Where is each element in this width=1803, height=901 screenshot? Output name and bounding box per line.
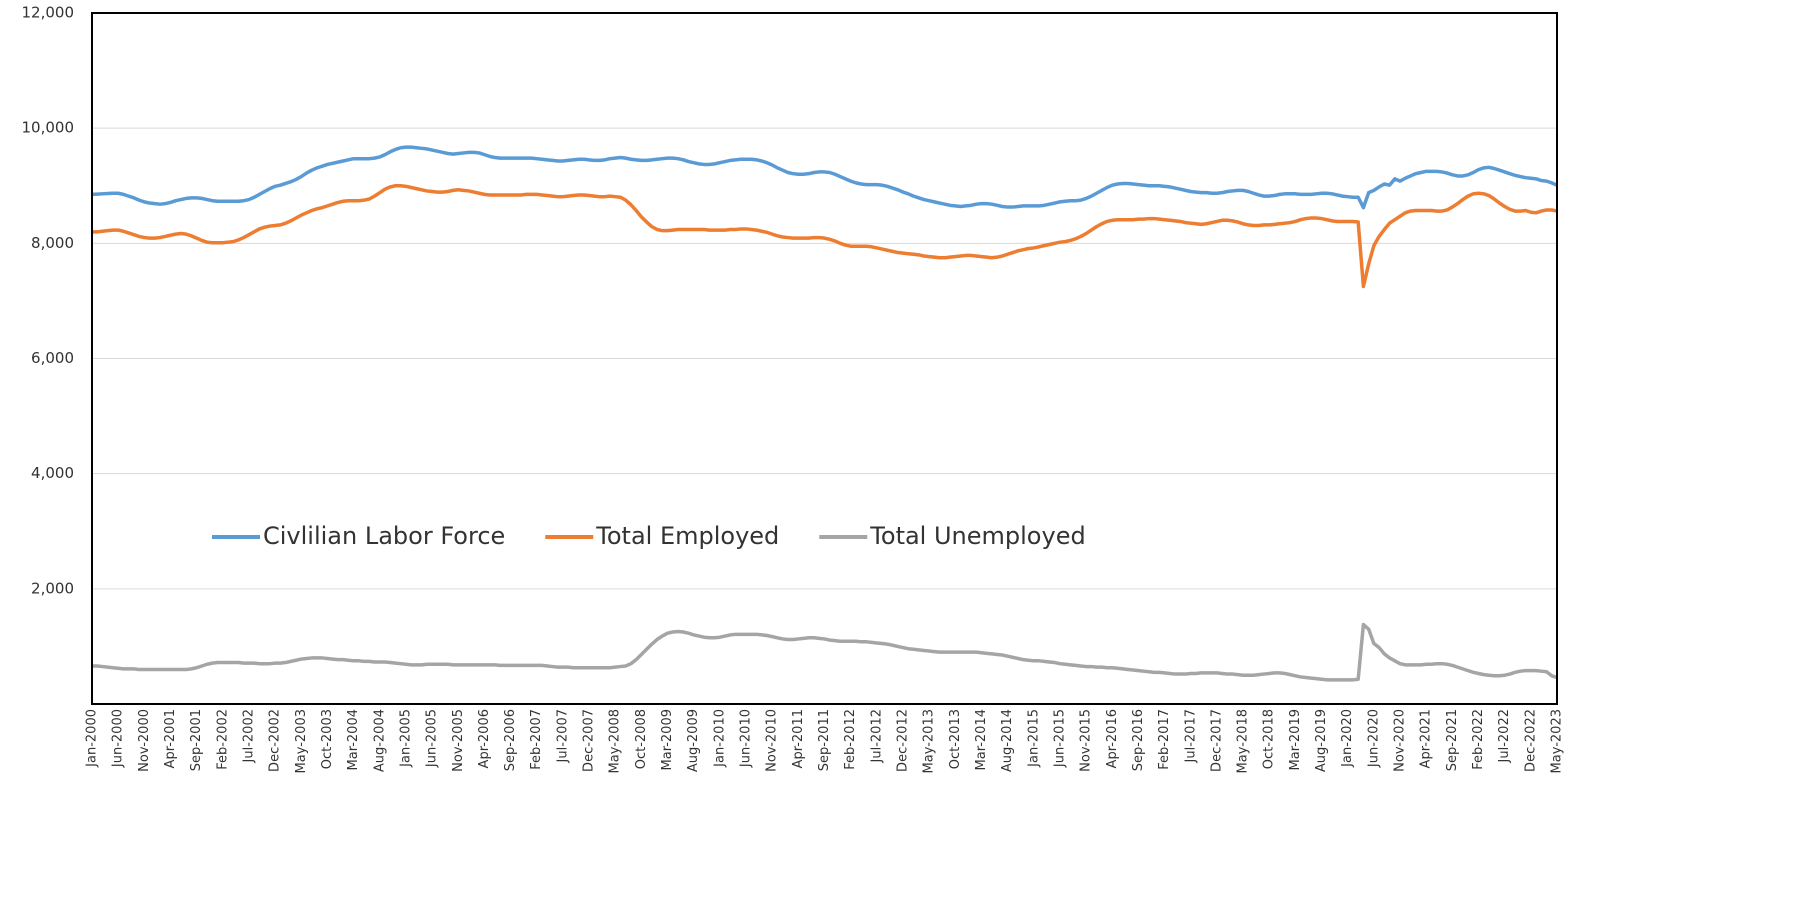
x-tick-label: Feb-2017 bbox=[1157, 709, 1172, 770]
x-tick-label: May-2023 bbox=[1550, 709, 1565, 773]
series-line bbox=[92, 622, 1558, 682]
legend-label: Total Unemployed bbox=[869, 522, 1085, 550]
x-tick-label: May-2003 bbox=[294, 709, 309, 773]
x-tick-label: Feb-2022 bbox=[1471, 709, 1486, 770]
y-tick-label: 12,000 bbox=[22, 4, 75, 22]
x-tick-label: Jan-2020 bbox=[1340, 709, 1355, 768]
x-tick-label: Apr-2011 bbox=[791, 709, 806, 768]
x-tick-label: Jul-2017 bbox=[1183, 709, 1198, 763]
x-tick-label: Jul-2022 bbox=[1497, 709, 1512, 763]
x-tick-label: Oct-2003 bbox=[320, 709, 335, 769]
x-tick-label: Feb-2007 bbox=[529, 709, 544, 770]
series-line bbox=[92, 184, 1558, 289]
x-tick-label: Jan-2005 bbox=[398, 709, 413, 768]
x-tick-label: Nov-2000 bbox=[137, 709, 152, 772]
x-tick-label: May-2013 bbox=[922, 709, 937, 773]
x-tick-label: Apr-2006 bbox=[477, 709, 492, 768]
y-tick-label: 10,000 bbox=[22, 119, 75, 137]
x-tick-label: Oct-2013 bbox=[948, 709, 963, 769]
x-tick-label: Apr-2001 bbox=[163, 709, 178, 768]
legend-label: Civlilian Labor Force bbox=[263, 522, 505, 550]
x-tick-label: Apr-2021 bbox=[1419, 709, 1434, 768]
x-tick-label: Dec-2022 bbox=[1523, 709, 1538, 772]
x-tick-label: Nov-2015 bbox=[1079, 709, 1094, 772]
x-tick-label: Aug-2009 bbox=[686, 709, 701, 772]
x-tick-label: Mar-2004 bbox=[346, 709, 361, 770]
x-tick-label: Mar-2019 bbox=[1288, 709, 1303, 770]
x-tick-label: Sep-2011 bbox=[817, 709, 832, 771]
x-tick-label: Aug-2004 bbox=[372, 709, 387, 772]
x-tick-label: May-2008 bbox=[608, 709, 623, 773]
x-tick-label: Sep-2001 bbox=[189, 709, 204, 771]
x-tick-label: Aug-2014 bbox=[1000, 709, 1015, 772]
x-tick-label: Nov-2020 bbox=[1393, 709, 1408, 772]
legend-label: Total Employed bbox=[595, 522, 779, 550]
x-tick-label: Dec-2012 bbox=[895, 709, 910, 772]
x-tick-label: Nov-2005 bbox=[451, 709, 466, 772]
x-tick-label: Feb-2012 bbox=[843, 709, 858, 770]
x-tick-label: Jan-2000 bbox=[85, 709, 100, 768]
y-tick-label: 2,000 bbox=[31, 579, 74, 597]
x-tick-label: Mar-2014 bbox=[974, 709, 989, 770]
y-tick-label: 8,000 bbox=[31, 234, 74, 252]
y-tick-label: 6,000 bbox=[31, 349, 74, 367]
x-tick-label: Sep-2016 bbox=[1131, 709, 1146, 771]
x-tick-label: Oct-2008 bbox=[634, 709, 649, 769]
y-tick-label: 4,000 bbox=[31, 464, 74, 482]
x-tick-label: Jun-2005 bbox=[425, 709, 440, 768]
x-tick-label: Apr-2016 bbox=[1105, 709, 1120, 768]
x-tick-label: Jul-2012 bbox=[869, 709, 884, 763]
x-tick-label: Dec-2017 bbox=[1209, 709, 1224, 772]
plot-border bbox=[91, 12, 1558, 705]
x-tick-label: Dec-2002 bbox=[268, 709, 283, 772]
x-tick-label: Sep-2021 bbox=[1445, 709, 1460, 771]
x-tick-label: Jun-2010 bbox=[739, 709, 754, 768]
x-tick-label: Jul-2002 bbox=[241, 709, 256, 763]
x-tick-label: Nov-2010 bbox=[765, 709, 780, 772]
x-tick-label: Jun-2000 bbox=[111, 709, 126, 768]
x-tick-label: Jun-2015 bbox=[1052, 709, 1067, 768]
series-line bbox=[91, 145, 1558, 210]
x-tick-label: Sep-2006 bbox=[503, 709, 518, 771]
x-tick-label: Oct-2018 bbox=[1262, 709, 1277, 769]
x-tick-label: Jan-2010 bbox=[712, 709, 727, 768]
x-tick-label: May-2018 bbox=[1236, 709, 1251, 773]
x-tick-label: Jan-2015 bbox=[1026, 709, 1041, 768]
x-tick-label: Mar-2009 bbox=[660, 709, 675, 770]
x-tick-label: Aug-2019 bbox=[1314, 709, 1329, 772]
x-tick-label: Jul-2007 bbox=[555, 709, 570, 763]
x-tick-label: Feb-2002 bbox=[215, 709, 230, 770]
x-tick-label: Dec-2007 bbox=[582, 709, 597, 772]
x-tick-label: Jun-2020 bbox=[1366, 709, 1381, 768]
